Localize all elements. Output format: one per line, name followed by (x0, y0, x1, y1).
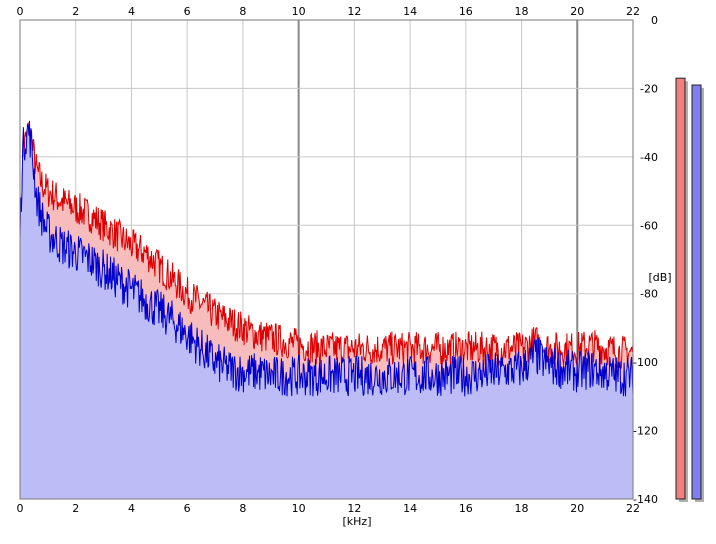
x-tick-label-bottom: 22 (626, 502, 640, 515)
level-meter-bar (691, 84, 702, 500)
x-tick-label-bottom: 6 (184, 502, 191, 515)
x-tick-label-bottom: 4 (128, 502, 135, 515)
y-tick-label: -20 (640, 82, 658, 95)
x-axis-top: 0 2 4 6 8 10 12 14 16 18 20 22 (17, 5, 641, 18)
y-tick-label: -60 (640, 219, 658, 232)
x-tick-label-bottom: 14 (403, 502, 417, 515)
x-tick-label-bottom: 0 (17, 502, 24, 515)
plot-frame (19, 19, 634, 500)
y-axis-right: 0 -20 -40 -60 -80 -100 -120 -140 (633, 14, 658, 506)
x-tick-label-bottom: 12 (347, 502, 361, 515)
level-meter-bar (675, 77, 686, 500)
x-tick-label-top: 6 (184, 5, 191, 18)
x-tick-label-top: 4 (128, 5, 135, 18)
x-tick-label-bottom: 10 (292, 502, 306, 515)
y-axis-label: [dB] (648, 271, 671, 284)
series-2-area (20, 120, 633, 499)
y-tick-label: -80 (640, 288, 658, 301)
x-tick-label-bottom: 20 (570, 502, 584, 515)
x-tick-label-bottom: 2 (72, 502, 79, 515)
x-tick-label-top: 16 (459, 5, 473, 18)
x-tick-label-bottom: 8 (239, 502, 246, 515)
y-tick-label: -40 (640, 151, 658, 164)
x-tick-label-top: 12 (347, 5, 361, 18)
x-tick-label-top: 22 (626, 5, 640, 18)
x-tick-label-bottom: 16 (459, 502, 473, 515)
x-axis-bottom: 0 2 4 6 8 10 12 14 16 18 20 22 (17, 502, 641, 515)
x-tick-label-top: 8 (239, 5, 246, 18)
spectrum-series (20, 120, 633, 499)
series-2-line (20, 120, 633, 397)
x-tick-label-top: 2 (72, 5, 79, 18)
x-tick-label-top: 10 (292, 5, 306, 18)
x-axis-label: [kHz] (343, 515, 372, 528)
x-tick-label-bottom: 18 (515, 502, 529, 515)
x-tick-label-top: 20 (570, 5, 584, 18)
y-tick-label: -120 (633, 425, 658, 438)
x-tick-label-top: 14 (403, 5, 417, 18)
x-tick-label-top: 18 (515, 5, 529, 18)
y-tick-label: -140 (633, 493, 658, 506)
level-meters (675, 77, 704, 503)
x-tick-label-top: 0 (17, 5, 24, 18)
y-tick-label: 0 (651, 14, 658, 27)
y-tick-label: -100 (633, 356, 658, 369)
